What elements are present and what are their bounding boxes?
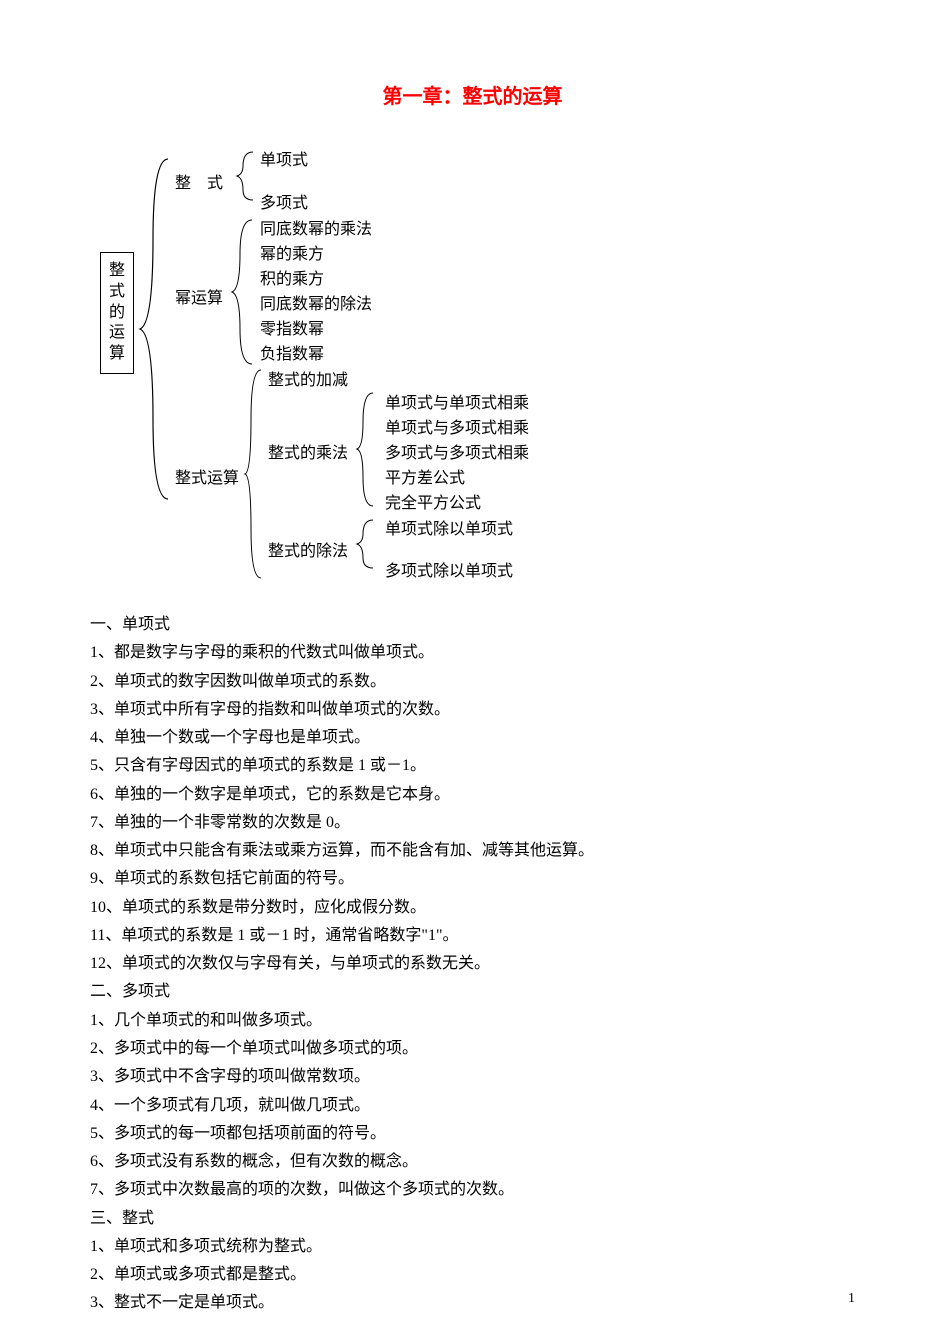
text-line: 1、几个单项式的和叫做多项式。	[90, 1008, 855, 1033]
node-b3: 整式运算	[175, 464, 239, 488]
root-char: 的	[106, 303, 128, 324]
leaf: 单项式与单项式相乘	[385, 389, 529, 413]
node-c3: 整式的除法	[268, 537, 348, 561]
text-line: 4、单独一个数或一个字母也是单项式。	[90, 725, 855, 750]
node-b1: 整 式	[175, 169, 223, 193]
leaf: 多项式与多项式相乘	[385, 439, 529, 463]
node-b2: 幂运算	[175, 284, 223, 308]
root-char: 运	[106, 323, 128, 344]
text-line: 二、多项式	[90, 979, 855, 1004]
root-char: 整	[106, 261, 128, 282]
text-line: 3、多项式中不含字母的项叫做常数项。	[90, 1064, 855, 1089]
text-line: 2、单项式或多项式都是整式。	[90, 1262, 855, 1287]
text-line: 4、一个多项式有几项，就叫做几项式。	[90, 1093, 855, 1118]
text-line: 5、多项式的每一项都包括项前面的符号。	[90, 1121, 855, 1146]
text-line: 8、单项式中只能含有乘法或乘方运算，而不能含有加、减等其他运算。	[90, 838, 855, 863]
root-char: 算	[106, 344, 128, 365]
leaf: 平方差公式	[385, 464, 465, 488]
text-line: 10、单项式的系数是带分数时，应化成假分数。	[90, 895, 855, 920]
text-line: 7、单独的一个非零常数的次数是 0。	[90, 810, 855, 835]
leaf: 零指数幂	[260, 315, 324, 339]
body-text: 一、单项式 1、都是数字与字母的乘积的代数式叫做单项式。 2、单项式的数字因数叫…	[90, 612, 855, 1316]
leaf: 多项式	[260, 189, 308, 213]
text-line: 9、单项式的系数包括它前面的符号。	[90, 866, 855, 891]
text-line: 2、单项式的数字因数叫做单项式的系数。	[90, 669, 855, 694]
node-c2: 整式的乘法	[268, 439, 348, 463]
leaf: 同底数幂的除法	[260, 290, 372, 314]
leaf: 完全平方公式	[385, 489, 481, 513]
chapter-title: 第一章：整式的运算	[90, 80, 855, 109]
text-line: 一、单项式	[90, 612, 855, 637]
leaf: 积的乘方	[260, 265, 324, 289]
text-line: 6、单独的一个数字是单项式，它的系数是它本身。	[90, 782, 855, 807]
text-line: 三、整式	[90, 1206, 855, 1231]
leaf: 整式的加减	[268, 366, 348, 390]
leaf: 幂的乘方	[260, 240, 324, 264]
leaf: 同底数幂的乘法	[260, 215, 372, 239]
text-line: 3、单项式中所有字母的指数和叫做单项式的次数。	[90, 697, 855, 722]
text-line: 5、只含有字母因式的单项式的系数是 1 或－1。	[90, 753, 855, 778]
leaf: 多项式除以单项式	[385, 557, 513, 581]
text-line: 7、多项式中次数最高的项的次数，叫做这个多项式的次数。	[90, 1177, 855, 1202]
leaf: 单项式除以单项式	[385, 515, 513, 539]
text-line: 3、整式不一定是单项式。	[90, 1290, 855, 1315]
leaf: 单项式与多项式相乘	[385, 414, 529, 438]
brace-svg	[243, 364, 268, 584]
brace-svg	[138, 149, 178, 509]
concept-tree-diagram: 整 式 的 运 算 整 式 单项式 多项式 幂运算 同底数幂的乘法 幂的乘方 积…	[100, 149, 855, 609]
text-line: 11、单项式的系数是 1 或－1 时，通常省略数字"1"。	[90, 923, 855, 948]
page-number: 1	[848, 1291, 855, 1307]
text-line: 1、单项式和多项式统称为整式。	[90, 1234, 855, 1259]
text-line: 6、多项式没有系数的概念，但有次数的概念。	[90, 1149, 855, 1174]
brace-svg	[235, 146, 260, 206]
leaf: 负指数幂	[260, 340, 324, 364]
tree-root-box: 整 式 的 运 算	[100, 252, 134, 374]
leaf: 单项式	[260, 146, 308, 170]
text-line: 12、单项式的次数仅与字母有关，与单项式的系数无关。	[90, 951, 855, 976]
text-line: 2、多项式中的每一个单项式叫做多项式的项。	[90, 1036, 855, 1061]
root-char: 式	[106, 282, 128, 303]
brace-svg	[355, 514, 380, 574]
text-line: 1、都是数字与字母的乘积的代数式叫做单项式。	[90, 640, 855, 665]
brace-svg	[355, 387, 380, 512]
brace-svg	[230, 214, 260, 369]
